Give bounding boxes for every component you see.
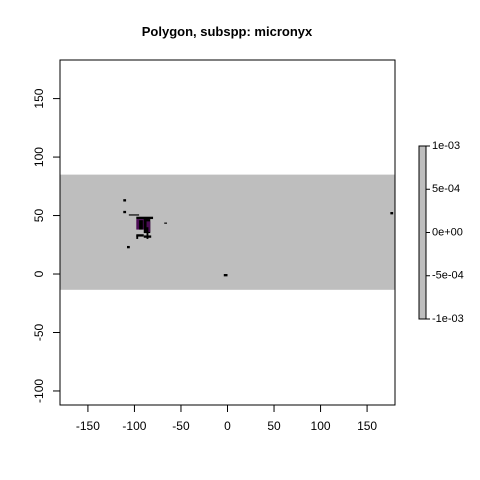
x-tick-label: -50 (172, 419, 190, 433)
x-tick-label: -150 (76, 419, 100, 433)
polygon-1 (123, 199, 127, 202)
x-tick-label: -100 (122, 419, 146, 433)
polygon-10 (136, 234, 144, 237)
polygon-3 (128, 214, 140, 216)
y-axis: -100 -50 0 50 100 150 (32, 88, 61, 403)
x-tick-label: 100 (311, 419, 331, 433)
legend-colorbar: 1e-03 5e-04 0e+00 -5e-04 -1e-03 (418, 140, 464, 325)
x-tick-label: 150 (357, 419, 377, 433)
polygon-6 (139, 220, 143, 230)
polygon-15 (223, 274, 228, 277)
colorbar-label: 0e+00 (432, 226, 463, 238)
y-tick-label: 50 (32, 209, 46, 223)
y-tick-label: -100 (32, 379, 46, 403)
y-tick-label: 100 (32, 147, 46, 167)
colorbar-label: 5e-04 (432, 183, 460, 195)
polygon-13 (127, 245, 130, 249)
polygon-12 (143, 235, 152, 238)
polygon-9 (146, 227, 149, 239)
polygon-14 (164, 222, 168, 224)
colorbar-label: 1e-03 (432, 140, 460, 152)
colorbar-label: -5e-04 (432, 270, 464, 282)
x-tick-label: 50 (267, 419, 281, 433)
colorbar-label: -1e-03 (432, 313, 464, 325)
x-axis: -150 -100 -50 0 50 100 150 (76, 404, 377, 433)
background-band (60, 174, 395, 290)
polygon-11 (136, 235, 139, 239)
colorbar (418, 145, 427, 320)
polygon-2 (123, 210, 127, 214)
y-tick-label: 150 (32, 88, 46, 108)
y-tick-label: 0 (32, 270, 46, 277)
y-tick-label: -50 (32, 323, 46, 341)
polygon-8 (146, 221, 151, 232)
plot-panel (59, 59, 396, 406)
chart-title: Polygon, subspp: micronyx (142, 24, 313, 39)
polygon-16 (390, 212, 394, 215)
polygon-4 (136, 216, 154, 220)
x-tick-label: 0 (224, 419, 231, 433)
